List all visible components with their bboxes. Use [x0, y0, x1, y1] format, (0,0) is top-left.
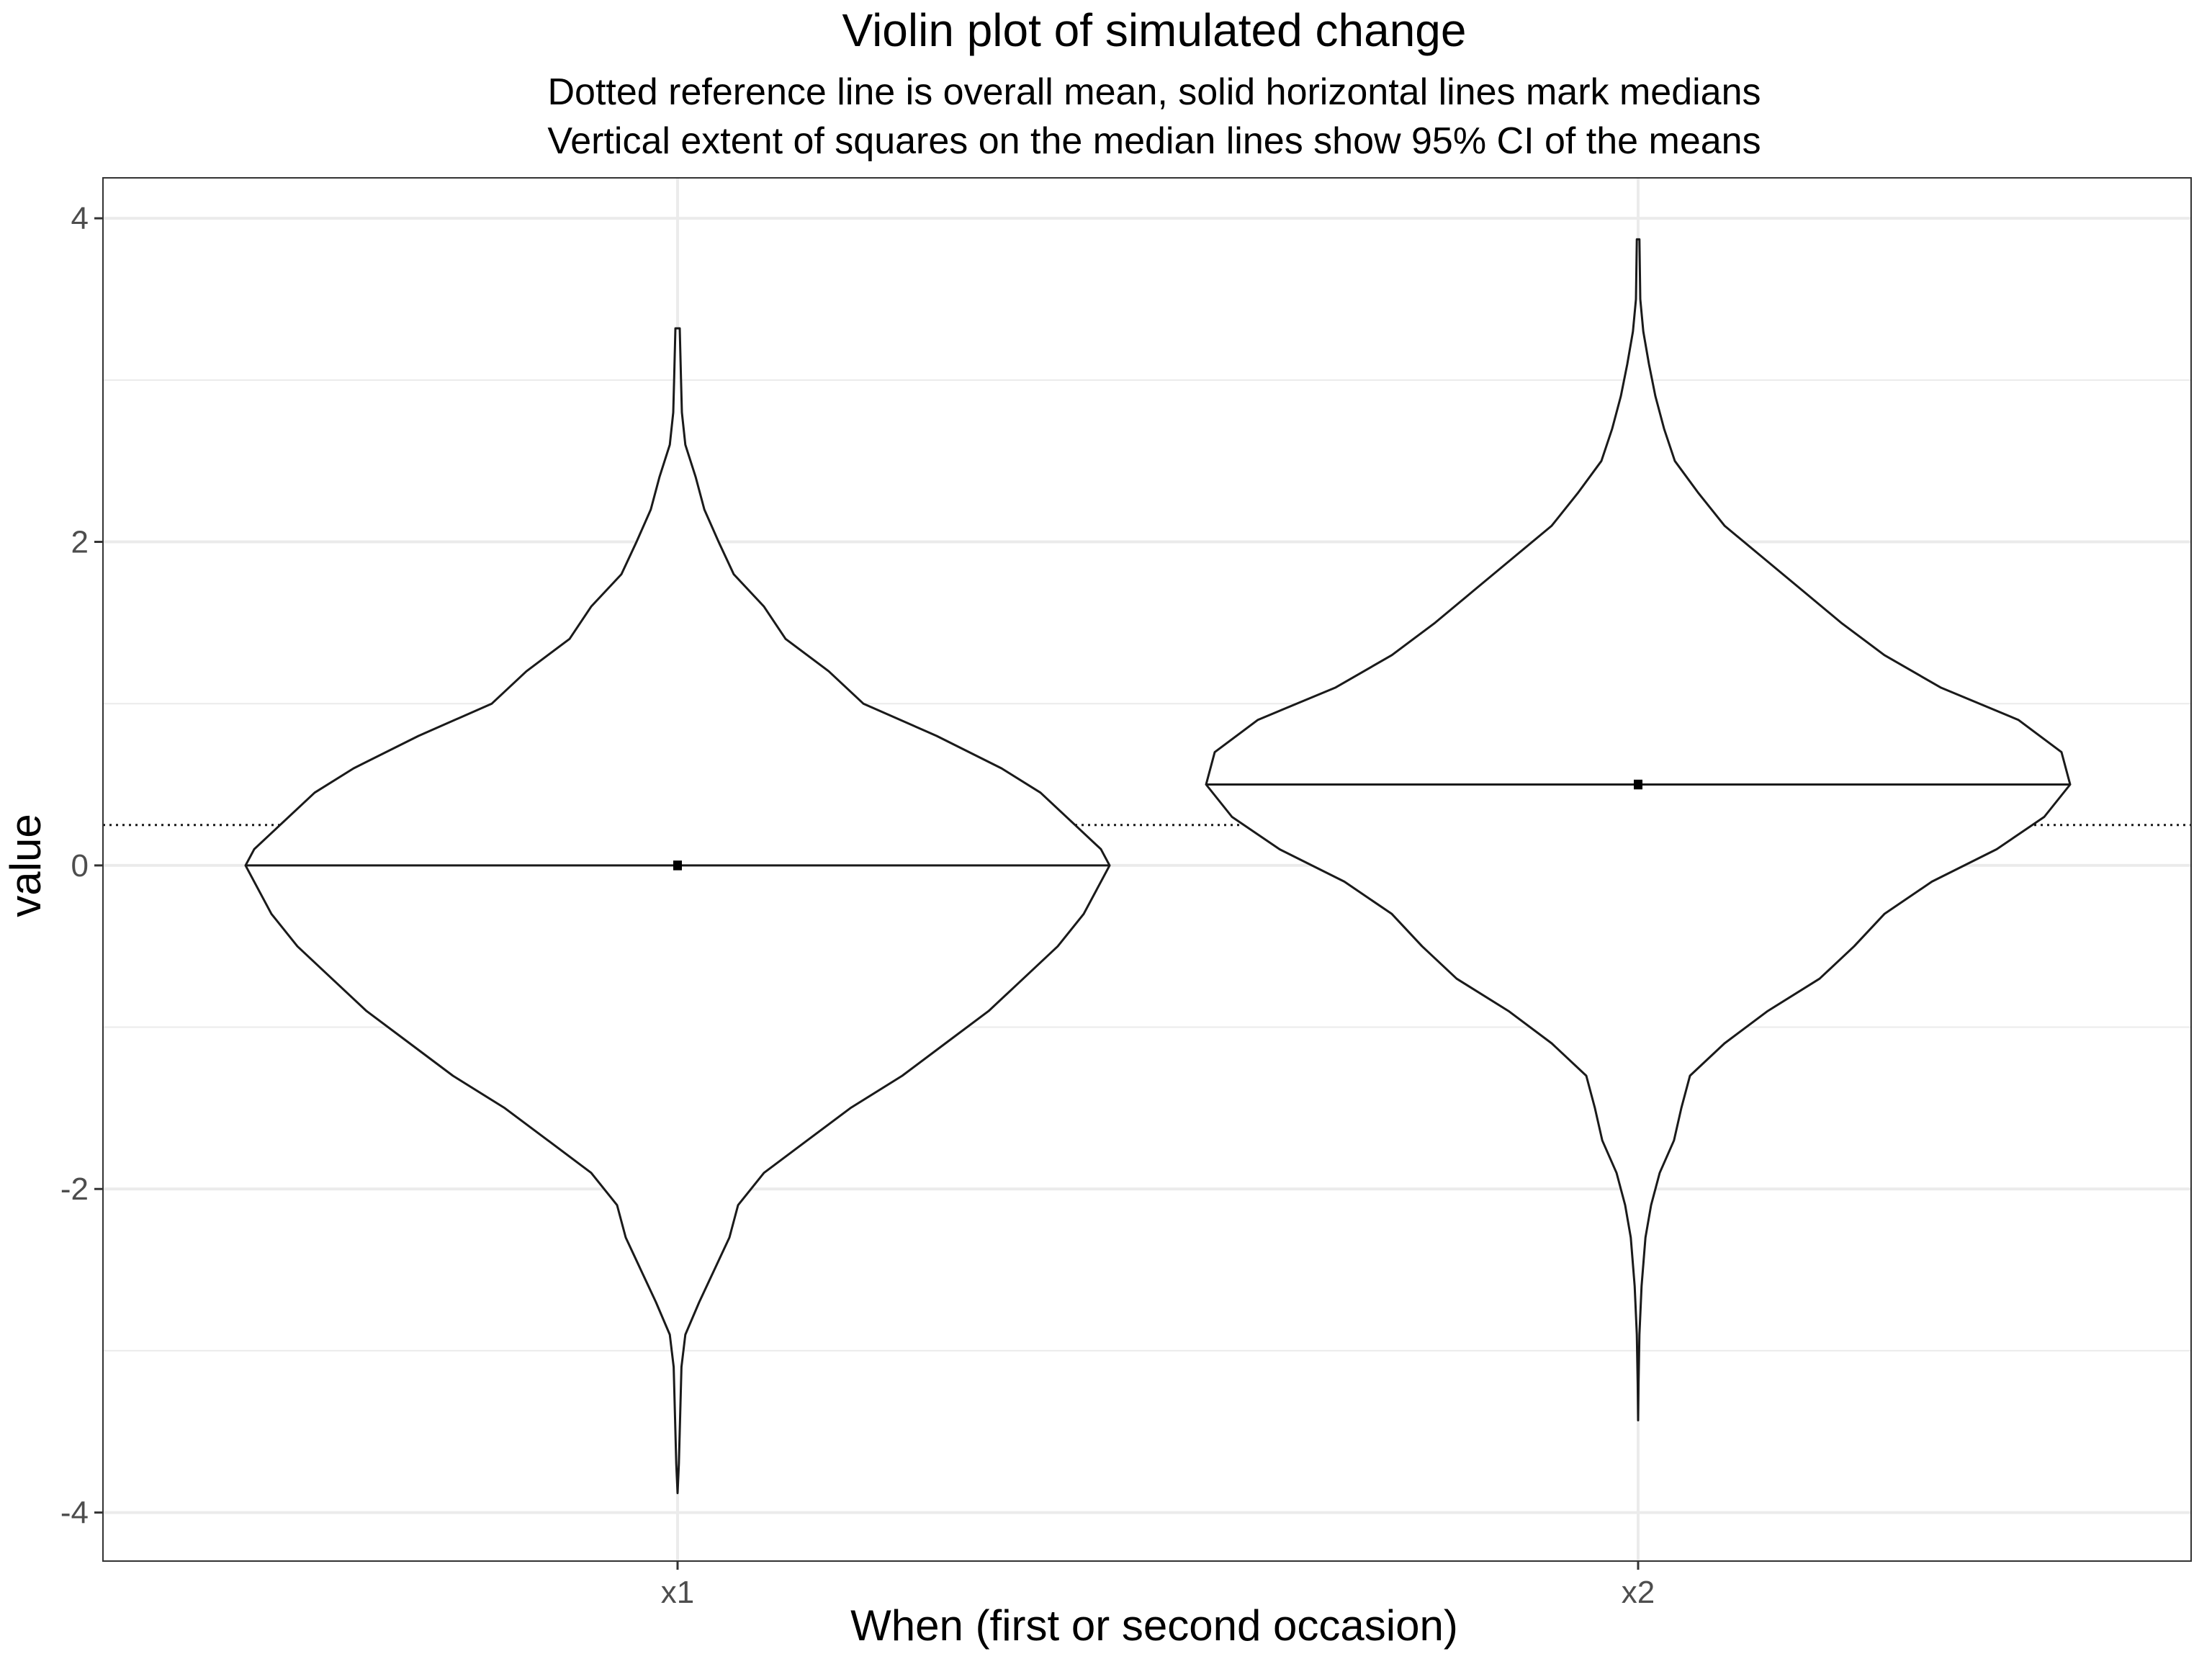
violin-x2	[1205, 238, 2072, 1421]
x-axis-title: When (first or second occasion)	[850, 1601, 1458, 1650]
violin-x1	[244, 327, 1111, 1495]
plot-panel: -4 -2 0 2 4 x1 x2	[60, 177, 2192, 1610]
chart-title: Violin plot of simulated change	[842, 4, 1467, 56]
y-axis-title: value	[1, 814, 50, 917]
x-tick-label-x2: x2	[1622, 1575, 1655, 1610]
panel-border	[102, 177, 2192, 1562]
chart-subtitle-line-2: Vertical extent of squares on the median…	[547, 120, 1761, 162]
chart-subtitle-line-1: Dotted reference line is overall mean, s…	[547, 71, 1761, 113]
y-tick-label: 4	[71, 201, 89, 236]
y-tick-label: -4	[60, 1496, 89, 1531]
x-tick-label-x1: x1	[661, 1575, 694, 1610]
y-tick-label: 0	[71, 848, 89, 884]
mean-ci-square-x1	[673, 860, 682, 871]
y-tick-label: -2	[60, 1172, 89, 1207]
mean-ci-square-x2	[1634, 779, 1642, 790]
y-tick-label: 2	[71, 525, 89, 560]
